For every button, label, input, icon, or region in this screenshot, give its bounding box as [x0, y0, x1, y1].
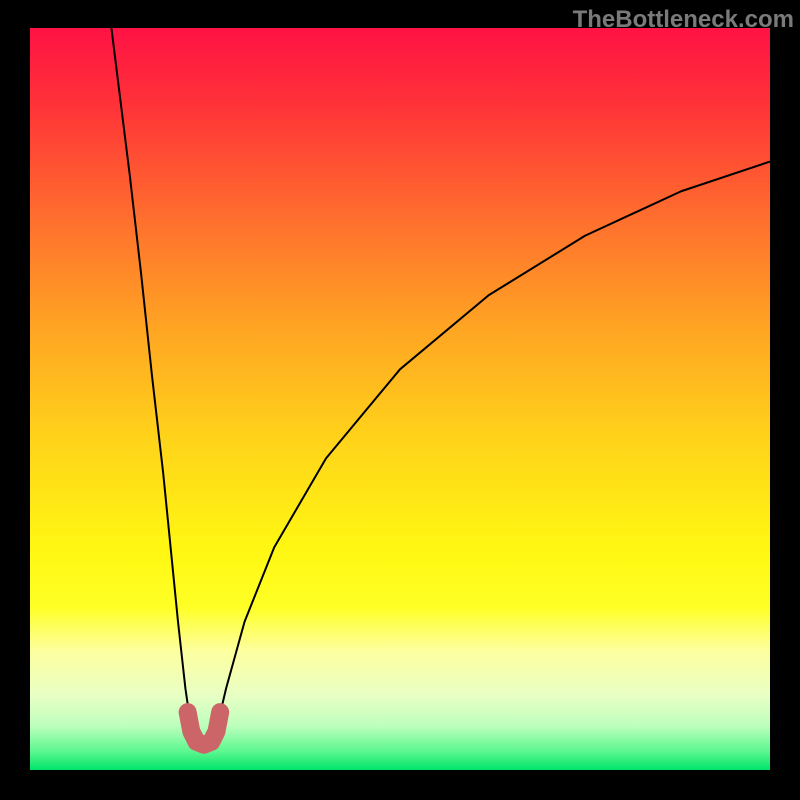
bottleneck-curve-chart: [30, 28, 770, 770]
plot-area: [30, 28, 770, 770]
gradient-background: [30, 28, 770, 770]
watermark-text: TheBottleneck.com: [573, 6, 794, 34]
chart-root: TheBottleneck.com: [0, 0, 800, 800]
